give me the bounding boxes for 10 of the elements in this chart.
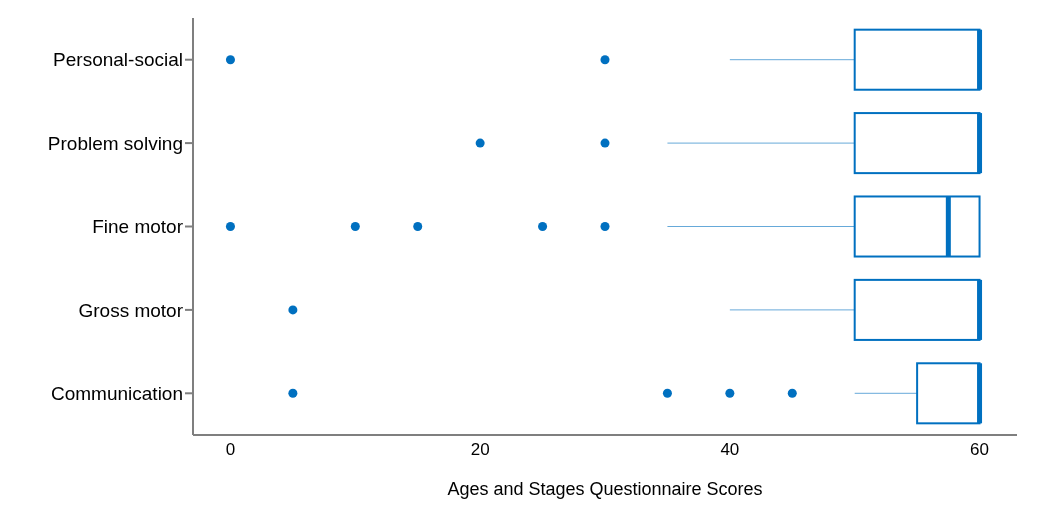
x-tick-label: 40 xyxy=(720,440,740,460)
y-tick-label: Communication xyxy=(51,383,183,405)
y-tick-label: Fine motor xyxy=(92,216,184,238)
x-axis-title: Ages and Stages Questionnaire Scores xyxy=(447,479,763,499)
y-tick-label: Problem solving xyxy=(47,132,183,154)
y-tick-label: Gross motor xyxy=(78,299,184,321)
y-tick-label: Personal-social xyxy=(53,49,183,71)
x-tick-label: 20 xyxy=(470,440,490,460)
x-tick-label: 0 xyxy=(225,440,236,460)
x-tick-label: 60 xyxy=(970,440,990,460)
